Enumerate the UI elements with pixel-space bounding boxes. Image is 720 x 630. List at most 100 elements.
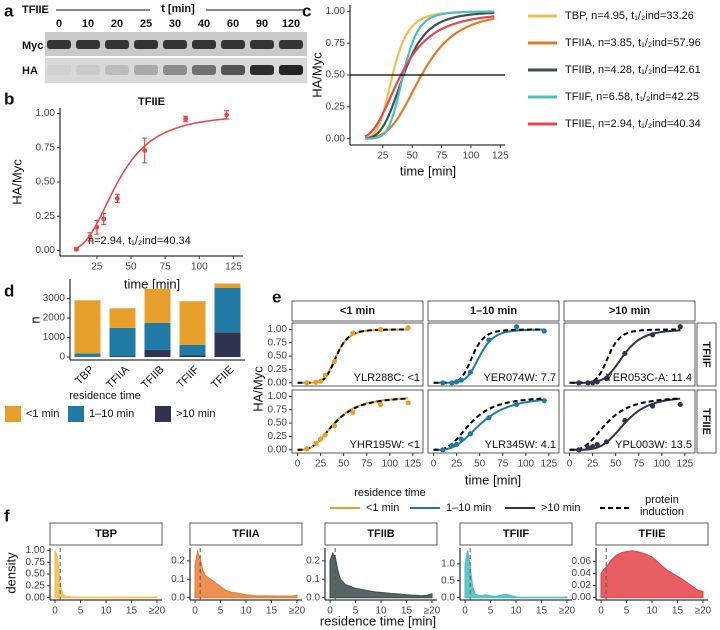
induction-curve bbox=[364, 15, 495, 138]
y-axis-title: HA/Myc bbox=[250, 366, 265, 412]
strip bbox=[427, 300, 560, 322]
strip bbox=[324, 522, 438, 546]
y-tick-label: 0.50 bbox=[326, 70, 346, 81]
data-point bbox=[377, 326, 384, 333]
x-tick-label: 100 bbox=[381, 459, 398, 470]
data-point bbox=[467, 431, 474, 437]
bar bbox=[74, 353, 101, 357]
panel-letter: a bbox=[4, 1, 14, 20]
x-tick-label: 0 bbox=[598, 606, 604, 617]
strip-label: TFIIE bbox=[639, 528, 666, 540]
data-point bbox=[677, 324, 683, 330]
bar bbox=[144, 322, 171, 350]
data-point bbox=[331, 423, 338, 429]
gel-time-title: t [min] bbox=[161, 3, 195, 15]
data-point bbox=[541, 398, 547, 404]
x-tick-label: 10 bbox=[375, 606, 387, 617]
legend-swatch bbox=[155, 406, 171, 422]
x-tick-label: 15 bbox=[266, 606, 278, 617]
y-tick-label: 0.0 bbox=[306, 592, 320, 603]
x-tick-label: 15 bbox=[126, 606, 138, 617]
data-point bbox=[589, 380, 596, 386]
panel-letter: c bbox=[302, 1, 311, 20]
bar bbox=[109, 327, 136, 357]
x-tick-label: 25 bbox=[587, 459, 599, 470]
legend-label: >10 min bbox=[176, 408, 215, 420]
x-tick-label: ≥20 bbox=[289, 606, 306, 617]
data-point bbox=[313, 379, 319, 385]
data-point bbox=[649, 403, 656, 409]
legend-label: TFIIA, n=3.85, t₁/₂ind=57.96 bbox=[565, 37, 701, 49]
data-point bbox=[350, 409, 356, 416]
strip bbox=[696, 322, 717, 387]
data-point bbox=[224, 112, 230, 118]
gene-label: YLR288C: <1 bbox=[354, 372, 420, 384]
x-tick-label: 0 bbox=[52, 606, 58, 617]
x-tick-label: 125 bbox=[677, 459, 694, 470]
x-axis-title: residence time [min] bbox=[320, 613, 436, 628]
x-tick-label: 10 bbox=[100, 606, 112, 617]
y-tick-label: 0.00 bbox=[26, 592, 46, 603]
x-tick-label: 15 bbox=[401, 606, 413, 617]
x-tick-label: TFIIF bbox=[175, 364, 202, 391]
data-point bbox=[594, 379, 600, 385]
annotation: n=2.94, t₁/₂ind=40.34 bbox=[88, 235, 191, 247]
y-tick-label: 0.00 bbox=[268, 444, 288, 455]
x-tick-label: 125 bbox=[492, 151, 509, 162]
gel-time-label: 10 bbox=[82, 18, 94, 30]
x-tick-label: 100 bbox=[191, 262, 208, 273]
data-point bbox=[313, 440, 319, 446]
x-tick-label: 15 bbox=[672, 606, 684, 617]
x-tick-label: 75 bbox=[436, 151, 448, 162]
induction-curve bbox=[569, 397, 681, 451]
legend-label: TBP, n=4.95, t₁/₂ind=33.26 bbox=[565, 10, 694, 22]
data-point bbox=[458, 436, 464, 442]
x-tick-label: 10 bbox=[240, 606, 252, 617]
y-tick-label: 0.1 bbox=[171, 574, 185, 585]
strip-label: TFIIF bbox=[503, 528, 530, 540]
y-tick-label: 0.04 bbox=[572, 568, 592, 579]
fit-curve bbox=[76, 118, 227, 250]
strip-label: TBP bbox=[95, 528, 117, 540]
x-tick-label: 125 bbox=[405, 459, 422, 470]
strip bbox=[291, 300, 424, 322]
legend-label: <1 min bbox=[366, 502, 399, 514]
bar bbox=[179, 344, 206, 356]
y-axis-title: HA/Myc bbox=[309, 52, 324, 98]
y-tick-label: 0.00 bbox=[36, 245, 56, 256]
bar bbox=[109, 356, 136, 358]
y-tick-label: 1.00 bbox=[268, 391, 288, 402]
density-area bbox=[54, 550, 158, 599]
x-tick-label: 0 bbox=[295, 459, 301, 470]
y-tick-label: 0.25 bbox=[268, 431, 288, 442]
strip-label: TFIIB bbox=[367, 528, 395, 540]
data-point bbox=[585, 445, 591, 451]
data-point bbox=[87, 234, 93, 240]
data-point bbox=[94, 224, 100, 230]
x-tick-label: 5 bbox=[353, 606, 359, 617]
data-point bbox=[405, 400, 411, 406]
gel-time-label: 20 bbox=[111, 18, 123, 30]
data-point bbox=[73, 246, 79, 252]
y-tick-label: 1.00 bbox=[268, 324, 288, 335]
y-tick-label: 0.2 bbox=[306, 556, 320, 567]
strip-label: TFIIF bbox=[700, 341, 712, 368]
data-point bbox=[594, 441, 600, 448]
x-tick-label: 25 bbox=[315, 459, 327, 470]
density-area bbox=[194, 549, 298, 599]
density-area bbox=[600, 550, 704, 599]
gene-label: YPL003W: 13.5 bbox=[615, 439, 692, 451]
panel-border bbox=[427, 322, 560, 387]
data-point bbox=[377, 401, 384, 408]
y-tick-label: 1000 bbox=[43, 332, 66, 343]
data-point bbox=[304, 446, 310, 452]
x-tick-label: 5 bbox=[624, 606, 630, 617]
panel-border bbox=[563, 389, 696, 454]
y-tick-label: 1.00 bbox=[26, 545, 46, 556]
data-point bbox=[317, 378, 324, 384]
gel-time-label: 30 bbox=[169, 18, 181, 30]
x-tick-label: 0 bbox=[567, 459, 573, 470]
data-point bbox=[183, 116, 189, 122]
y-tick-label: 2000 bbox=[43, 313, 66, 324]
panel-border bbox=[563, 322, 696, 387]
